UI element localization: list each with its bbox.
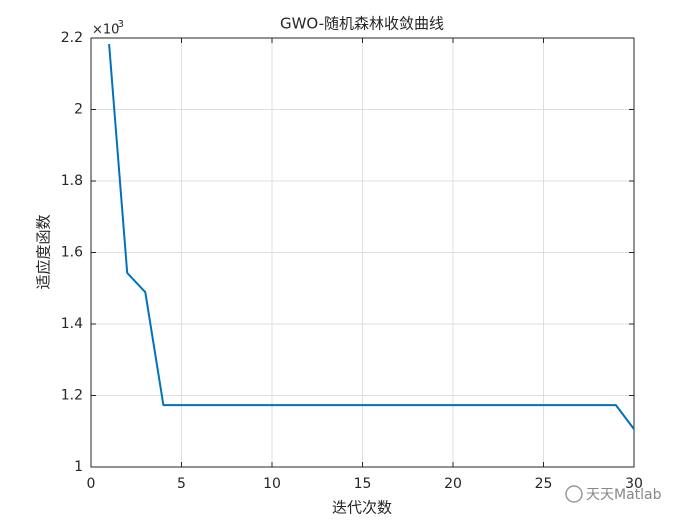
chart-title: GWO-随机森林收敛曲线 — [280, 15, 444, 33]
x-axis-label: 迭代次数 — [332, 499, 392, 517]
y-tick-label: 2 — [74, 102, 83, 118]
x-tick-label: 15 — [354, 476, 372, 492]
y-axis-label: 适应度函数 — [35, 214, 53, 289]
y-tick-label: 1.8 — [61, 173, 83, 189]
y-tick-label: 2.2 — [61, 30, 83, 46]
x-tick-label: 0 — [87, 476, 96, 492]
watermark-icon — [565, 485, 583, 503]
y-exponent: -3 — [114, 19, 124, 30]
line-series — [108, 43, 635, 430]
x-tick-label: 25 — [535, 476, 553, 492]
axes-box — [90, 37, 635, 468]
y-tick-label: 1.4 — [61, 316, 83, 332]
x-tick-label: 10 — [263, 476, 281, 492]
x-tick-label: 30 — [625, 476, 643, 492]
y-tick-label: 1 — [74, 459, 83, 475]
watermark: 天天Matlab — [586, 487, 662, 503]
y-exponent-base: ×10 — [92, 23, 119, 38]
y-tick-label: 1.6 — [61, 245, 83, 261]
x-tick-label: 20 — [444, 476, 462, 492]
y-tick-label: 1.2 — [61, 388, 83, 404]
x-tick-label: 5 — [177, 476, 186, 492]
